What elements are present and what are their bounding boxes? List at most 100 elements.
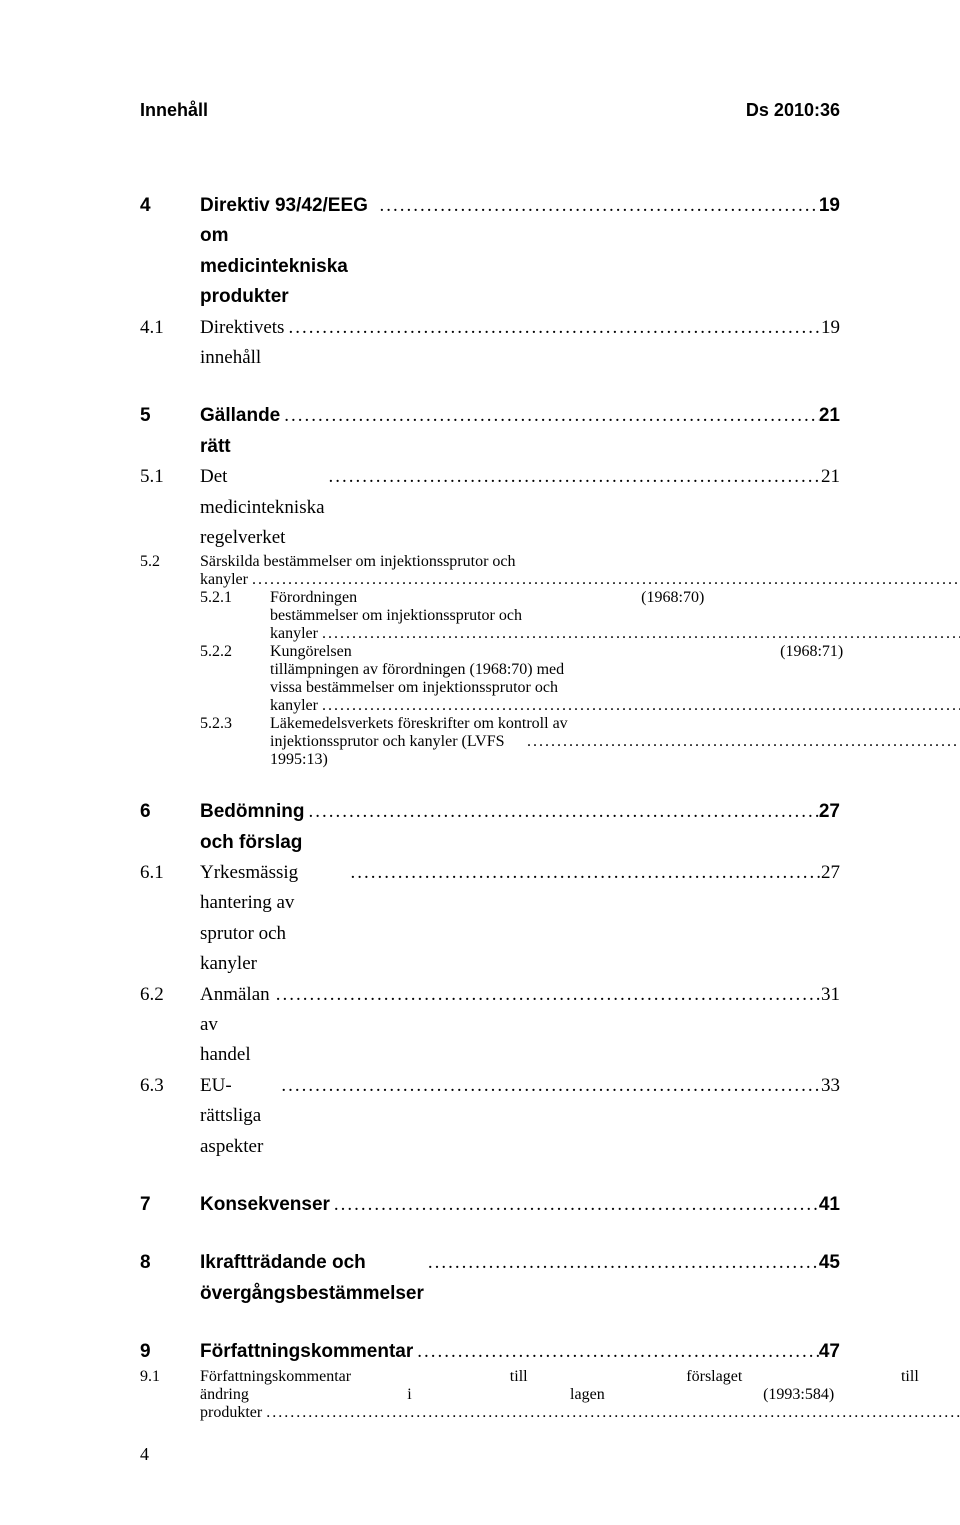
toc-label: Förordningen (1968:70) med vissa bbox=[270, 589, 960, 607]
toc-label: kanyler bbox=[270, 697, 318, 715]
toc-leader bbox=[424, 1248, 819, 1278]
toc-entry-6-2: 6.2 Anmälan av handel 31 bbox=[140, 980, 840, 1071]
toc-page: 33 bbox=[821, 1071, 840, 1101]
toc-text-line: Särskilda bestämmelser om injektionsspru… bbox=[200, 553, 960, 571]
toc-entry-5-2-3: 5.2.3 Läkemedelsverkets föreskrifter om … bbox=[140, 715, 840, 769]
toc-label: kanyler bbox=[270, 625, 318, 643]
toc-label: produkter bbox=[200, 1404, 262, 1422]
toc-label: ändring i lagen (1993:584) om medicintek… bbox=[200, 1386, 960, 1404]
toc-label: Ikraftträdande och övergångsbestämmelser bbox=[200, 1248, 424, 1309]
toc-text-line: Författningskommentar till förslaget til… bbox=[200, 1368, 960, 1386]
toc-num: 9.1 bbox=[140, 1368, 200, 1386]
toc-entry-4: 4 Direktiv 93/42/EEG om medicintekniska … bbox=[140, 191, 840, 313]
toc-leader bbox=[523, 733, 960, 751]
page-header: Innehåll Ds 2010:36 bbox=[140, 100, 840, 121]
toc-num: 5 bbox=[140, 401, 200, 431]
toc-section-6: 6 Bedömning och förslag 27 6.1 Yrkesmäss… bbox=[140, 797, 840, 1162]
toc-label: Särskilda bestämmelser om injektionsspru… bbox=[200, 553, 960, 571]
toc-num: 7 bbox=[140, 1190, 200, 1220]
toc-entry-5-2: 5.2 Särskilda bestämmelser om injektions… bbox=[140, 553, 840, 589]
toc-label: tillämpningen av förordningen (1968:70) … bbox=[270, 661, 960, 679]
toc-page: 19 bbox=[821, 313, 840, 343]
toc-label: Direktiv 93/42/EEG om medicintekniska pr… bbox=[200, 191, 375, 313]
toc-label: Författningskommentar bbox=[200, 1337, 413, 1367]
toc-page: 47 bbox=[819, 1337, 840, 1367]
toc-label: vissa bestämmelser om injektionssprutor … bbox=[270, 679, 960, 697]
toc-text-line: kanyler 24 bbox=[270, 697, 960, 715]
toc-entry-5-2-2: 5.2.2 Kungörelsen (1968:71) angående til… bbox=[140, 643, 840, 715]
toc-label: Yrkesmässig hantering av sprutor och kan… bbox=[200, 858, 347, 980]
toc-text-line: injektionssprutor och kanyler (LVFS 1995… bbox=[270, 733, 960, 769]
toc-multiline-body: Författningskommentar till förslaget til… bbox=[200, 1368, 960, 1422]
toc-leader bbox=[277, 1071, 821, 1101]
toc-label: kanyler bbox=[200, 571, 248, 589]
toc-num: 6.3 bbox=[140, 1071, 200, 1101]
toc-label: Gällande rätt bbox=[200, 401, 280, 462]
toc-leader bbox=[262, 1404, 960, 1422]
toc-num: 5.2.1 bbox=[200, 589, 270, 607]
toc-entry-9-1: 9.1 Författningskommentar till förslaget… bbox=[140, 1368, 840, 1422]
toc-num: 4 bbox=[140, 191, 200, 221]
toc-section-5: 5 Gällande rätt 21 5.1 Det medicinteknis… bbox=[140, 401, 840, 769]
toc-text-line: Förordningen (1968:70) med vissa bbox=[270, 589, 960, 607]
toc-page: 21 bbox=[821, 462, 840, 492]
toc-leader bbox=[305, 797, 819, 827]
toc-leader bbox=[318, 625, 960, 643]
toc-page: 27 bbox=[821, 858, 840, 888]
toc-num: 5.1 bbox=[140, 462, 200, 492]
toc-entry-9: 9 Författningskommentar 47 bbox=[140, 1337, 840, 1367]
toc-text-line: kanyler 23 bbox=[200, 571, 960, 589]
toc-label: Det medicintekniska regelverket bbox=[200, 462, 325, 553]
page-number: 4 bbox=[140, 1444, 149, 1465]
toc-multiline-body: Kungörelsen (1968:71) angående tillämpni… bbox=[270, 643, 960, 715]
toc-section-4: 4 Direktiv 93/42/EEG om medicintekniska … bbox=[140, 191, 840, 373]
toc-page: 27 bbox=[819, 797, 840, 827]
toc-section-9: 9 Författningskommentar 47 9.1 Författni… bbox=[140, 1337, 840, 1421]
toc-leader bbox=[413, 1337, 819, 1367]
toc-num: 5.2 bbox=[140, 553, 200, 571]
header-left: Innehåll bbox=[140, 100, 208, 121]
toc-num: 6 bbox=[140, 797, 200, 827]
toc-label: EU-rättsliga aspekter bbox=[200, 1071, 277, 1162]
toc-page: 31 bbox=[821, 980, 840, 1010]
toc-text-line: tillämpningen av förordningen (1968:70) … bbox=[270, 661, 960, 679]
toc-label: injektionssprutor och kanyler (LVFS 1995… bbox=[270, 733, 523, 769]
toc-leader bbox=[272, 980, 821, 1010]
toc-num: 9 bbox=[140, 1337, 200, 1367]
toc-label: Konsekvenser bbox=[200, 1190, 330, 1220]
toc-section-7: 7 Konsekvenser 41 bbox=[140, 1190, 840, 1220]
toc-page: 45 bbox=[819, 1248, 840, 1278]
toc-entry-5-2-1: 5.2.1 Förordningen (1968:70) med vissa b… bbox=[140, 589, 840, 643]
toc-entry-8: 8 Ikraftträdande och övergångsbestämmels… bbox=[140, 1248, 840, 1309]
toc-text-line: Kungörelsen (1968:71) angående bbox=[270, 643, 960, 661]
toc-leader bbox=[284, 313, 821, 343]
toc-page: 19 bbox=[819, 191, 840, 221]
toc-num: 5.2.2 bbox=[200, 643, 270, 661]
toc-num: 8 bbox=[140, 1248, 200, 1278]
toc-label: Bedömning och förslag bbox=[200, 797, 305, 858]
toc-text-line: Läkemedelsverkets föreskrifter om kontro… bbox=[270, 715, 960, 733]
toc-multiline-body: Särskilda bestämmelser om injektionsspru… bbox=[200, 553, 960, 589]
header-right: Ds 2010:36 bbox=[746, 100, 840, 121]
toc-leader bbox=[280, 401, 819, 431]
toc-leader bbox=[347, 858, 821, 888]
toc-entry-6-1: 6.1 Yrkesmässig hantering av sprutor och… bbox=[140, 858, 840, 980]
toc-text-line: ändring i lagen (1993:584) om medicintek… bbox=[200, 1386, 960, 1404]
toc-entry-6-3: 6.3 EU-rättsliga aspekter 33 bbox=[140, 1071, 840, 1162]
toc-leader bbox=[325, 462, 821, 492]
toc-label: bestämmelser om injektionssprutor och bbox=[270, 607, 960, 625]
toc-text-line: kanyler 23 bbox=[270, 625, 960, 643]
toc-label: Direktivets innehåll bbox=[200, 313, 284, 374]
toc-page: 21 bbox=[819, 401, 840, 431]
toc-num: 4.1 bbox=[140, 313, 200, 343]
toc-num: 6.2 bbox=[140, 980, 200, 1010]
toc-multiline-body: Förordningen (1968:70) med vissa bestämm… bbox=[270, 589, 960, 643]
toc-text-line: bestämmelser om injektionssprutor och bbox=[270, 607, 960, 625]
toc-multiline-body: Läkemedelsverkets föreskrifter om kontro… bbox=[270, 715, 960, 769]
toc-label: Anmälan av handel bbox=[200, 980, 272, 1071]
toc-page: 41 bbox=[819, 1190, 840, 1220]
toc-num: 6.1 bbox=[140, 858, 200, 888]
toc-entry-5: 5 Gällande rätt 21 bbox=[140, 401, 840, 462]
page-container: Innehåll Ds 2010:36 4 Direktiv 93/42/EEG… bbox=[0, 0, 960, 1525]
toc-entry-4-1: 4.1 Direktivets innehåll 19 bbox=[140, 313, 840, 374]
